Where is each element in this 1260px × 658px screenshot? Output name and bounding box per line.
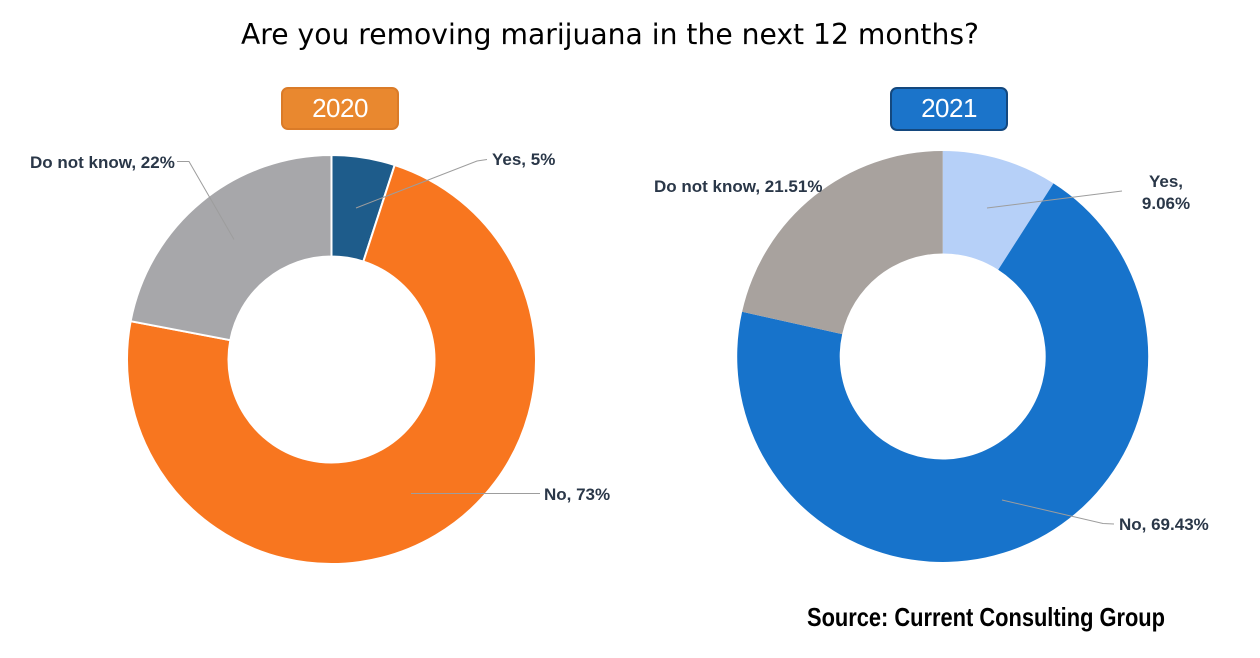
slice-2021-yes xyxy=(942,151,1054,270)
leader-line-2020-yes xyxy=(355,159,488,209)
data-label-2021-no: No, 69.43% xyxy=(1119,515,1209,534)
leader-line-2021-yes xyxy=(986,190,1123,209)
badge-2021: 2021 xyxy=(890,86,1008,131)
leader-line-2021-no xyxy=(1001,499,1115,525)
leader-line-2020-do-not-know xyxy=(177,161,235,240)
data-label-2021-do-not-know: Do not know, 21.51% xyxy=(654,177,823,196)
slice-2021-no xyxy=(737,183,1149,562)
badge-2020: 2020 xyxy=(281,86,399,130)
chart-title: Are you removing marijuana in the next 1… xyxy=(240,18,979,51)
data-label-2020-yes: Yes, 5% xyxy=(492,149,556,169)
slice-2020-do-not-know xyxy=(129,154,333,342)
slice-2021-do-not-know xyxy=(742,151,943,335)
data-label-2020-no: No, 73% xyxy=(544,485,611,504)
source-credit: Source: Current Consulting Group xyxy=(807,601,1165,632)
data-label-2020-do-not-know: Do not know, 22% xyxy=(30,152,175,172)
slice-2020-no xyxy=(126,164,537,565)
data-label-2021-yes: Yes, 9.06% xyxy=(1141,171,1191,213)
